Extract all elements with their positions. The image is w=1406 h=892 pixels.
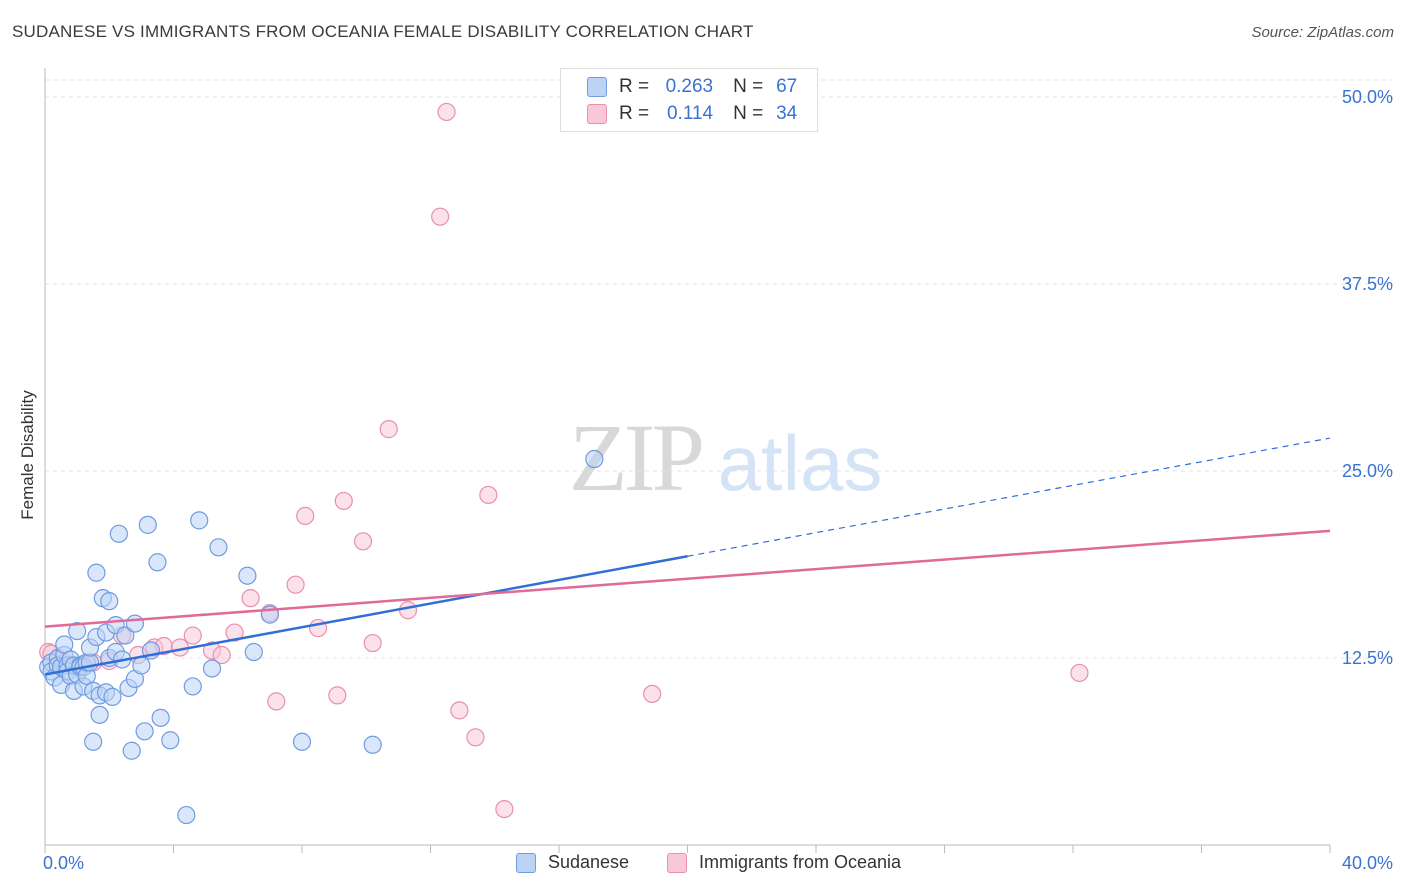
chart-title: SUDANESE VS IMMIGRANTS FROM OCEANIA FEMA… [12, 22, 754, 41]
series-sudanese-points [39, 449, 604, 825]
sudanese-point [109, 524, 128, 543]
oceania-point [643, 684, 662, 704]
bottom-legend-swatch-sudanese [516, 852, 536, 873]
oceania-trend-line [44, 529, 1331, 628]
sudanese-point [244, 642, 263, 662]
sudanese-point [585, 449, 604, 469]
oceania-point [328, 686, 347, 705]
sudanese-point [55, 635, 74, 654]
sudanese-point [90, 705, 109, 724]
oceania-point [466, 728, 485, 747]
oceania-point [267, 692, 286, 711]
oceania-point [183, 626, 202, 645]
sudanese-point [122, 741, 141, 760]
legend-r-value-oceania: 0.114 [666, 103, 714, 124]
legend-swatch-oceania [587, 104, 607, 124]
sudanese-trend-line [44, 555, 688, 676]
x-tick-label-min: 0.0% [43, 853, 84, 873]
legend-row-sudanese: R = 0.263 N = 67 [587, 76, 797, 98]
bottom-legend-sudanese[interactable]: Sudanese [516, 852, 629, 873]
sudanese-point [138, 515, 157, 534]
legend-row-oceania: R = 0.114 N = 34 [587, 103, 797, 125]
y-tick-label-2: 37.5% [1342, 274, 1393, 294]
legend-n-value-oceania: 34 [776, 103, 798, 124]
sudanese-point [125, 614, 145, 633]
oceania-point [286, 575, 305, 594]
sudanese-point [177, 805, 196, 825]
sudanese-point [292, 732, 312, 751]
oceania-point [495, 799, 514, 819]
sudanese-point [135, 722, 154, 741]
bottom-legend-swatch-oceania [667, 852, 687, 873]
bottom-legend-label-sudanese: Sudanese [548, 852, 630, 872]
sudanese-point [87, 563, 106, 582]
sudanese-point [84, 732, 103, 751]
y-tick-label-3: 50.0% [1342, 87, 1393, 107]
bottom-legend-oceania[interactable]: Immigrants from Oceania [667, 852, 901, 873]
sudanese-point [100, 592, 119, 611]
sudanese-point [190, 511, 209, 530]
sudanese-point [202, 659, 222, 678]
y-tick-label-0: 12.5% [1342, 648, 1393, 668]
bottom-legend-label-oceania: Immigrants from Oceania [699, 852, 902, 872]
axes [44, 68, 1331, 853]
oceania-point [1070, 663, 1089, 683]
source-label[interactable]: Source: ZipAtlas.com [1251, 24, 1394, 41]
oceania-point [479, 485, 498, 505]
oceania-point [334, 491, 353, 511]
oceania-point [353, 532, 373, 551]
sudanese-point [103, 687, 122, 706]
tick-labels: 12.5% 25.0% 37.5% 50.0% 0.0% 40.0% [43, 87, 1393, 873]
watermark-atlas: atlas [718, 419, 883, 507]
oceania-point [241, 589, 260, 608]
series-oceania-points [39, 102, 1089, 819]
legend-r-label: R = [619, 103, 650, 124]
legend-r-value-sudanese: 0.263 [665, 76, 714, 97]
oceania-point [296, 506, 315, 525]
oceania-point [379, 420, 398, 439]
oceania-point [431, 207, 450, 226]
oceania-point [398, 601, 418, 620]
trend-lines [44, 437, 1331, 676]
oceania-point [450, 701, 469, 720]
sudanese-point [148, 553, 167, 572]
sudanese-point [68, 621, 87, 641]
x-tick-label-max: 40.0% [1342, 853, 1393, 873]
legend-swatch-sudanese [587, 77, 607, 97]
sudanese-point [161, 731, 180, 750]
oceania-point [225, 623, 244, 642]
legend-n-value-sudanese: 67 [776, 76, 798, 97]
oceania-point [212, 645, 231, 665]
oceania-point [437, 102, 456, 122]
sudanese-point [238, 566, 257, 585]
legend-n-label: N = [733, 103, 764, 124]
sudanese-point [363, 735, 382, 754]
correlation-legend: R = 0.263 N = 67 R = 0.114 N = 34 [560, 68, 818, 132]
legend-n-label: N = [733, 76, 764, 97]
sudanese-point [116, 626, 135, 645]
legend-r-label: R = [619, 76, 650, 97]
sudanese-point [183, 677, 202, 696]
sudanese-point [151, 708, 170, 727]
oceania-point [363, 633, 382, 653]
y-tick-label-1: 25.0% [1342, 461, 1393, 481]
sudanese-trend-extension [687, 437, 1331, 557]
sudanese-point [132, 656, 151, 675]
sudanese-point [209, 538, 228, 557]
